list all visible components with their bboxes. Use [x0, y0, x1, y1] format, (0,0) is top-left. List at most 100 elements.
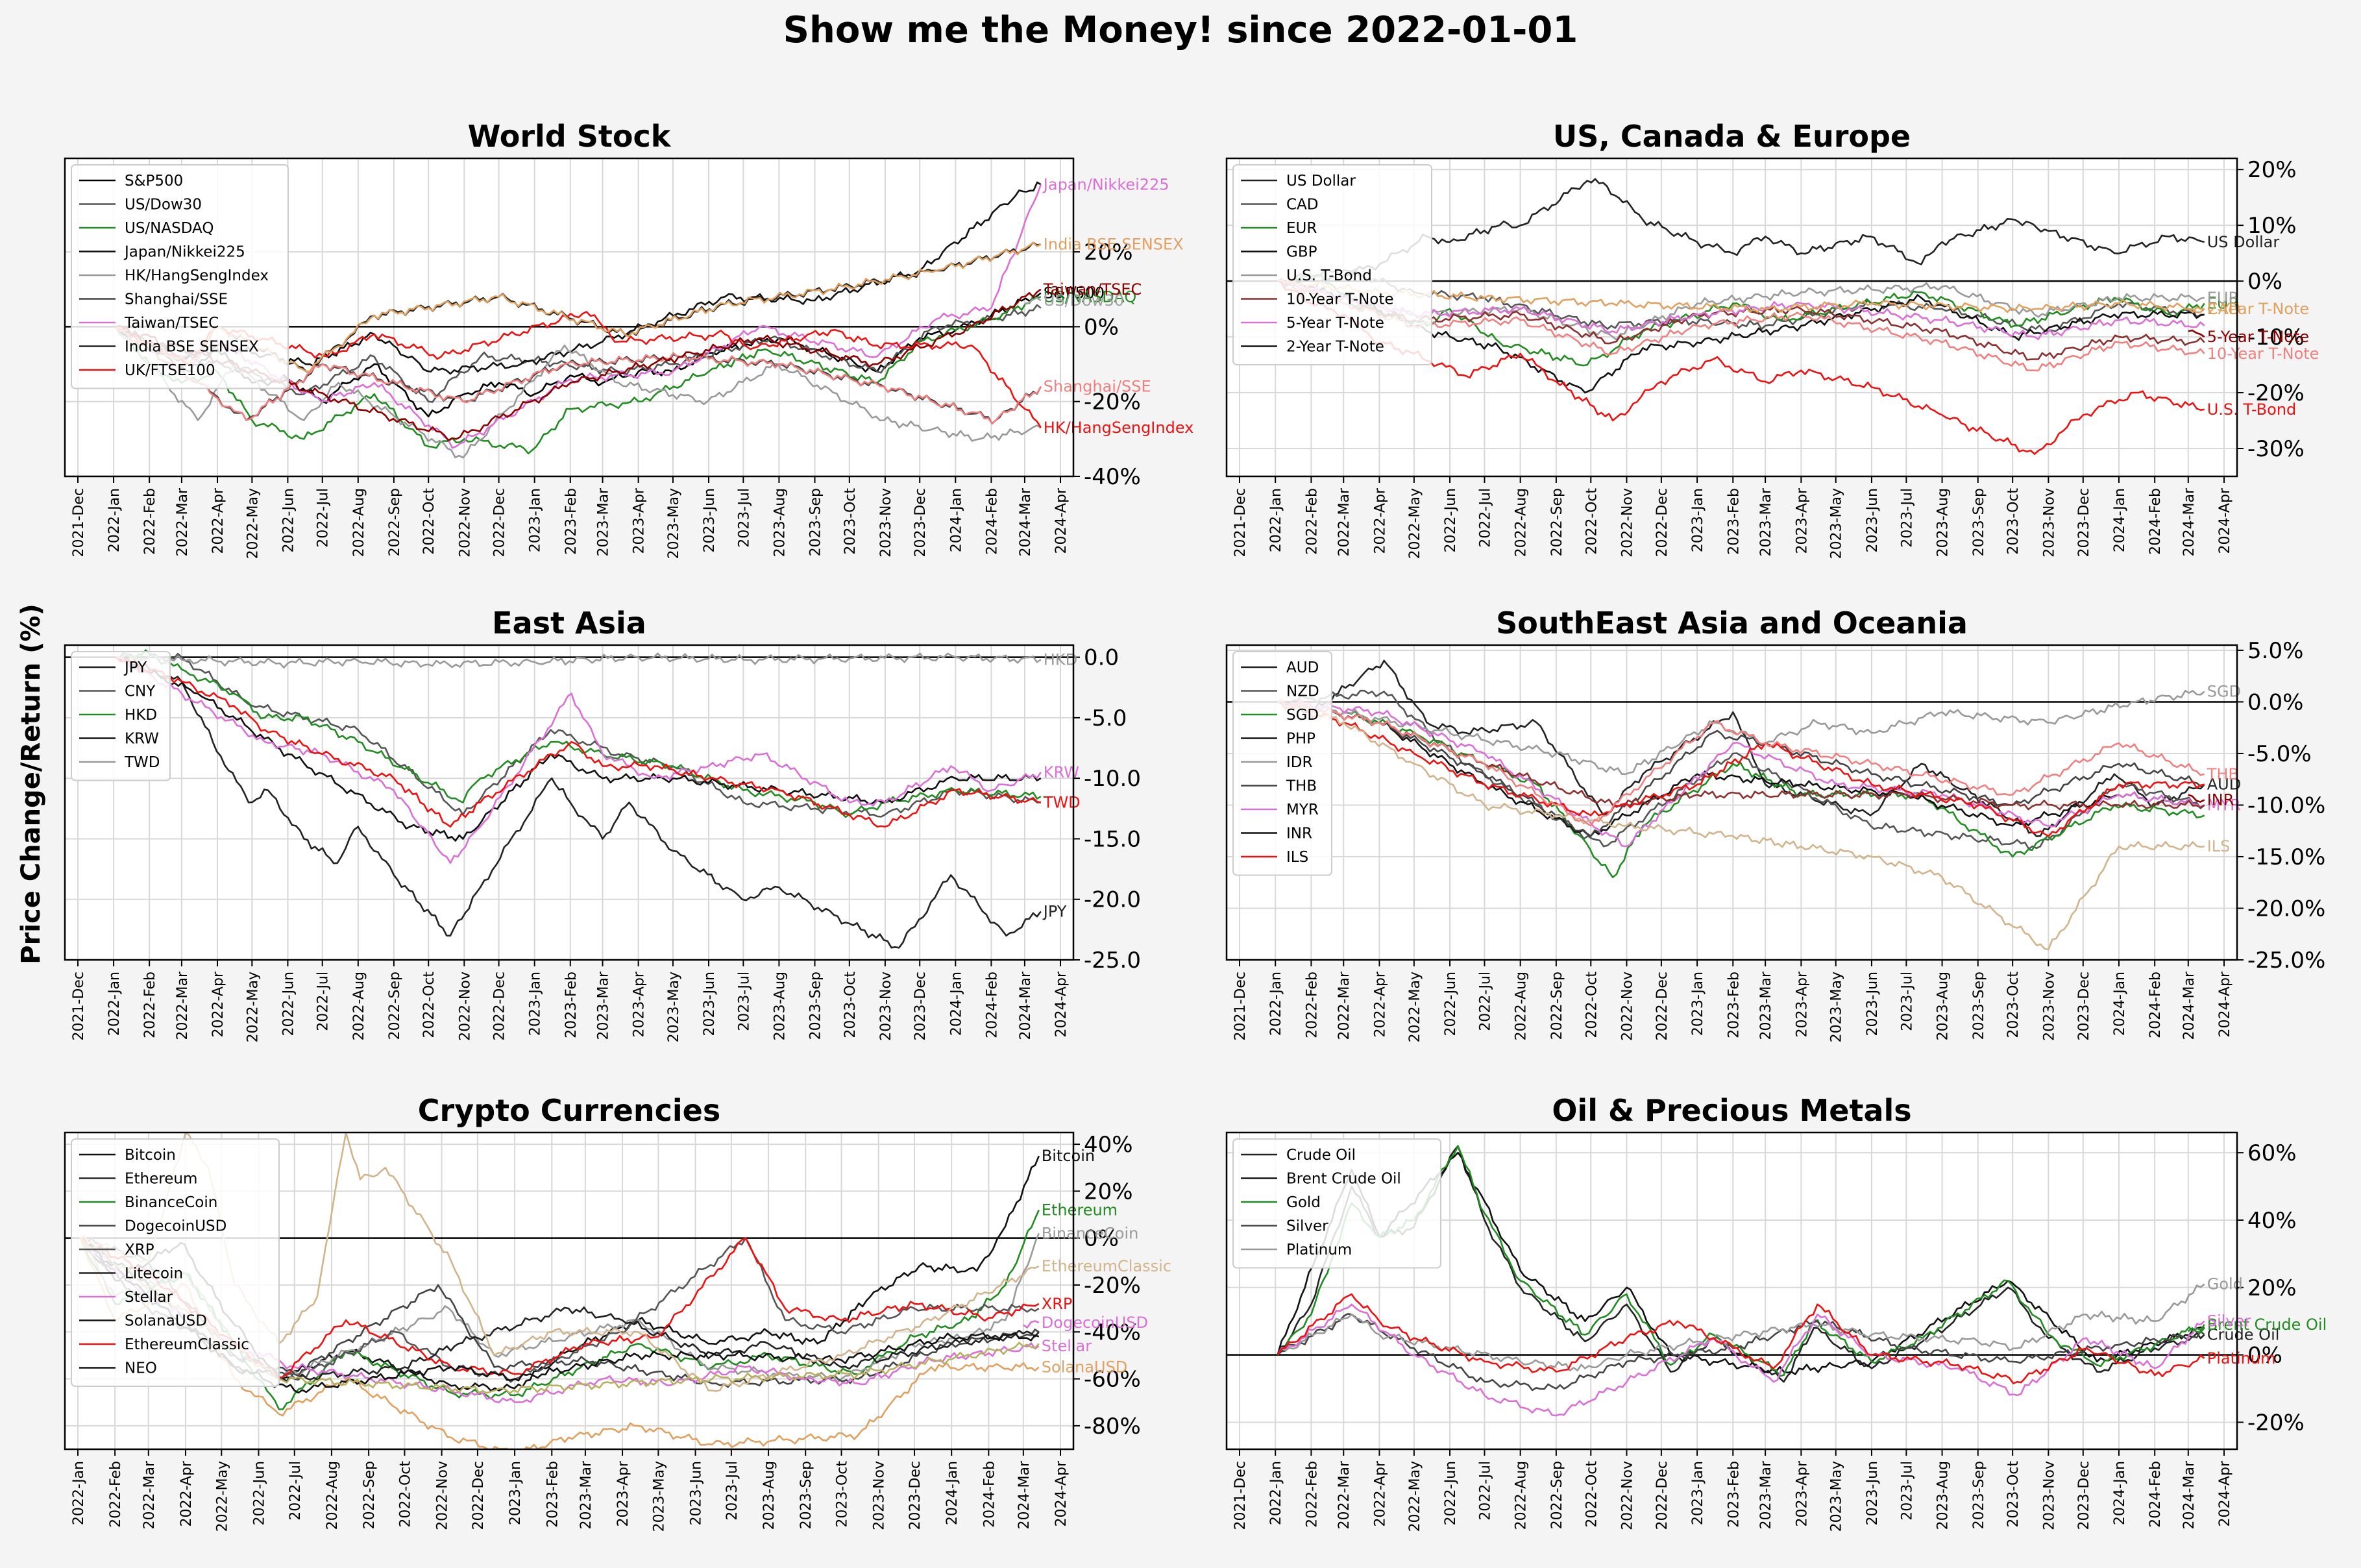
x-tick-label: 2022-Mar: [1336, 971, 1352, 1040]
legend-entry: Brent Crude Oil: [1286, 1171, 1401, 1188]
chart-panel-2: US, Canada & Europe 2021-Dec 2022-Jan 2022-…: [1225, 119, 2319, 559]
chart-panel-6: Oil & Precious Metals 2021-Dec 2022-Jan 202…: [1225, 1093, 2327, 1532]
x-tick-label: 2024-Mar: [1016, 1460, 1033, 1529]
series-end-label: CAD: [2207, 300, 2241, 318]
x-tick-label: 2023-Apr: [615, 1460, 631, 1526]
legend-entry: DogecoinUSD: [125, 1218, 226, 1235]
legend-entry: XRP: [125, 1242, 154, 1258]
legend-box: [1232, 164, 1432, 365]
x-tick-label: 2023-Mar: [596, 487, 612, 556]
x-tick-label: 2022-Dec: [1654, 972, 1670, 1041]
x-tick-label: 2023-Feb: [563, 972, 580, 1038]
series-end-label: US Dollar: [2207, 233, 2280, 251]
x-tick-label: 2023-Oct: [835, 1461, 851, 1528]
x-tick-label: 2022-Aug: [324, 1461, 341, 1530]
x-tick-label: 2022-Sep: [361, 1461, 378, 1529]
y-tick-label: 40%: [2247, 1208, 2297, 1234]
x-tick-label: 2022-Jun: [280, 488, 297, 553]
x-tick-label: 2023-Apr: [1794, 971, 1810, 1037]
axes-frame: [1225, 157, 2238, 478]
series-end-label: EUR: [2207, 289, 2239, 307]
x-tick-label: 2024-Feb: [984, 488, 1000, 555]
x-tick-label: 2023-May: [651, 1461, 667, 1532]
panel-title: World Stock: [468, 119, 672, 154]
y-tick-label: 10%: [2247, 213, 2297, 239]
y-tick-label: -25.0%: [2247, 948, 2325, 974]
x-tick-label: 2023-Sep: [798, 1461, 814, 1529]
x-tick-label: 2022-Apr: [210, 487, 226, 554]
x-tick-label: 2022-Jan: [106, 972, 123, 1036]
x-tick-label: 2023-Jul: [724, 1461, 740, 1521]
y-tick-label: -20%: [1084, 389, 1141, 415]
y-tick-label: 0.0: [1084, 645, 1119, 671]
legend-entry: INR: [1286, 826, 1312, 842]
x-tick-label: 2024-Jan: [948, 488, 964, 552]
x-tick-label: 2023-Aug: [761, 1461, 777, 1530]
x-tick-label: 2023-Nov: [2041, 488, 2057, 557]
x-tick-label: 2023-Jan: [528, 488, 544, 552]
series-line: [1277, 278, 2205, 313]
x-tick-label: 2022-Oct: [421, 488, 437, 555]
x-tick-label: 2022-Mar: [141, 1460, 158, 1529]
panel-title: US, Canada & Europe: [1553, 119, 1911, 154]
legend-entry: Bitcoin: [125, 1147, 176, 1164]
series-line: [116, 652, 1041, 818]
x-tick-label: 2024-Feb: [984, 972, 1000, 1038]
series-line: [116, 652, 1042, 668]
x-tick-label: 2023-Jan: [1690, 488, 1706, 552]
legend-entry: U.S. T-Bond: [1286, 267, 1372, 284]
x-tick-label: 2023-Mar: [578, 1460, 594, 1529]
x-tick-label: 2022-Apr: [1372, 971, 1388, 1037]
series-end-label: Crude Oil: [2207, 1325, 2280, 1343]
x-tick-label: 2022-Jun: [251, 1461, 267, 1526]
x-tick-label: 2023-Mar: [596, 971, 612, 1040]
x-tick-label: 2022-Jul: [315, 488, 332, 548]
x-tick-label: 2023-Jan: [508, 1461, 524, 1525]
y-tick-label: -5.0%: [2247, 741, 2312, 767]
x-tick-label: 2023-Feb: [1726, 1461, 1742, 1528]
x-tick-label: 2024-Apr: [2217, 487, 2233, 554]
series-end-label: MYR: [2207, 796, 2241, 814]
x-tick-label: 2024-Jan: [2112, 1461, 2128, 1525]
panel-title: SouthEast Asia and Oceania: [1496, 606, 1968, 641]
axes-frame: [64, 644, 1075, 961]
series-end-label: 10-Year T-Note: [2207, 345, 2319, 363]
x-tick-label: 2022-May: [214, 1461, 230, 1532]
series-end-label: EthereumClassic: [1042, 1257, 1171, 1275]
legend-entry: GBP: [1286, 244, 1317, 261]
x-tick-label: 2023-May: [1829, 972, 1845, 1042]
x-tick-label: 2022-Dec: [1654, 488, 1670, 557]
series-line: [1277, 700, 2205, 827]
x-tick-label: 2024-Apr: [1053, 1460, 1070, 1526]
x-tick-label: 2022-Oct: [1584, 1461, 1600, 1528]
x-tick-label: 2022-Sep: [1549, 488, 1565, 556]
x-tick-label: 2023-Jun: [1865, 972, 1881, 1036]
series-line: [1277, 700, 2205, 837]
series-end-label: SGD: [2207, 683, 2241, 701]
series-line: [116, 649, 1042, 818]
series-line: [1277, 278, 2205, 372]
series-end-label: Ethereum: [1042, 1201, 1118, 1219]
legend: Crude Oil Brent Crude Oil Gold Silver Platin…: [1232, 1138, 1441, 1269]
legend-entry: US/Dow30: [125, 197, 202, 214]
legend-entry: Taiwan/TSEC: [124, 315, 219, 332]
x-tick-label: 2023-Nov: [878, 488, 894, 557]
x-tick-label: 2023-Feb: [1726, 972, 1742, 1038]
y-tick-label: -20%: [1084, 1273, 1141, 1299]
series-end-label: XRP: [1042, 1295, 1073, 1313]
legend: JPY CNY HKD KRW TWD: [71, 651, 171, 781]
legend-entry: S&P500: [125, 173, 183, 190]
y-tick-label: -5.0: [1084, 705, 1127, 731]
axes-frame: [64, 157, 1075, 478]
legend-entry: 5-Year T-Note: [1286, 315, 1384, 332]
legend-entry: HK/HangSengIndex: [125, 267, 269, 284]
series-line: [115, 295, 1042, 454]
series-line: [1277, 1313, 2205, 1391]
x-tick-label: 2023-Apr: [1794, 1460, 1810, 1526]
y-tick-label: 20%: [2247, 1275, 2297, 1301]
series-end-label: Brent Crude Oil: [2207, 1316, 2327, 1334]
x-tick-label: 2024-Mar: [1018, 487, 1034, 556]
x-tick-label: 2024-Apr: [1053, 971, 1070, 1037]
y-tick-label: 0%: [1084, 1226, 1119, 1252]
series-line: [1277, 698, 2205, 951]
